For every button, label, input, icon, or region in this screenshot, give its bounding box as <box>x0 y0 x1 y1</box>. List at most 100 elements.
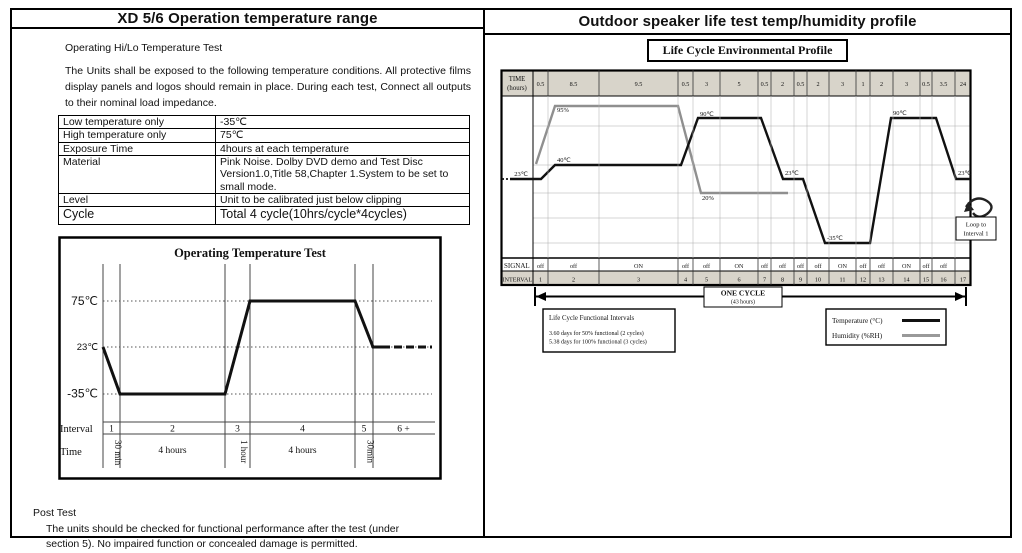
temperature-line <box>101 299 382 396</box>
left-chart-dynamic-labels: 1 30 min 2 4 hours 3 1 hour 4 4 hours 5 30min 6 + <box>109 425 410 466</box>
spec-row-label: Cycle <box>58 206 216 226</box>
y-tick-23: 23℃ <box>77 342 99 353</box>
spec-row: Cycle Total 4 cycle(10hrs/cycle*4cycles) <box>58 206 470 226</box>
spec-row-label: Exposure Time <box>58 141 216 156</box>
signal-cell: off <box>570 263 578 270</box>
spec-row-label: High temperature only <box>58 128 216 143</box>
interval-cell: 11 <box>840 277 846 284</box>
one-cycle-sub: (43 hours) <box>731 299 755 306</box>
time-cell: 3 <box>705 81 708 88</box>
left-panel: XD 5/6 Operation temperature range Opera… <box>12 10 485 550</box>
signal-cell: off <box>797 263 805 270</box>
temperature-point-label: 23℃ <box>785 170 800 177</box>
interval-cell: 1 <box>539 277 542 284</box>
time-cell: 0.5 <box>682 81 690 88</box>
time-cell: 24 <box>960 81 966 88</box>
signal-cell: off <box>537 263 545 270</box>
time-value-rotated: 30min <box>366 440 376 464</box>
interval-row-label: Interval <box>60 424 93 435</box>
one-cycle-label: ONE CYCLE <box>721 289 765 298</box>
post-test-text: The units should be checked for function… <box>46 523 400 551</box>
interval-cell: 9 <box>799 277 802 284</box>
spec-row-value: Pink Noise. Dolby DVD demo and Test Disc… <box>215 154 470 195</box>
temperature-line <box>510 116 970 245</box>
interval-cell: 8 <box>781 277 784 284</box>
interval-cell: 6 <box>737 277 740 284</box>
chart-border <box>500 69 972 287</box>
interval-cell: 15 <box>923 277 929 284</box>
signal-cell: off <box>922 263 930 270</box>
life-cycle-profile-title: Life Cycle Environmental Profile <box>646 39 849 62</box>
time-header-line1: TIME <box>509 76 526 83</box>
one-cycle-box <box>703 286 783 308</box>
interval-cell: 17 <box>960 277 966 284</box>
spec-row-label: Low temperature only <box>58 114 216 130</box>
time-value: 4 hours <box>288 446 317 456</box>
plot-gridlines <box>533 125 970 244</box>
loop-note-line1: Loop to <box>966 222 986 229</box>
interval-number: 6 + <box>397 425 409 435</box>
temperature-point-label: 90℃ <box>700 111 715 118</box>
operating-temperature-chart-wrap: Operating Temperature Test 75℃ 23℃ -35℃ <box>58 236 483 483</box>
spec-row: Level Unit to be calibrated just below cl… <box>58 193 470 208</box>
spec-row-label: Material <box>58 154 216 195</box>
time-value: 4 hours <box>158 446 187 456</box>
interval-cell: 12 <box>860 277 866 284</box>
interval-band <box>103 421 435 435</box>
signal-cell: off <box>878 263 886 270</box>
signal-cell: ON <box>838 263 847 270</box>
interval-number: 5 <box>362 425 367 435</box>
spec-row-label: Level <box>58 193 216 208</box>
time-cell: 3 <box>905 81 908 88</box>
signal-cell: off <box>682 263 690 270</box>
life-cycle-chart: TIME (hours) SIGNAL INTERVAL Loop to Int… <box>500 69 997 353</box>
spec-row-value: 4hours at each temperature <box>215 141 470 156</box>
time-row-label: Time <box>60 447 82 458</box>
time-header-line2: (hours) <box>507 85 527 92</box>
functional-box-line2: 5.38 days for 100% functional (3 cycles) <box>549 339 647 346</box>
interval-number: 1 <box>109 425 114 435</box>
spec-row: High temperature only 75℃ <box>58 128 470 143</box>
interval-number: 4 <box>300 425 305 435</box>
spec-row-value: 75℃ <box>215 128 470 143</box>
time-cell: 1 <box>861 81 864 88</box>
legend-humidity-label: Humidity (%RH) <box>832 332 883 340</box>
chart-title: Operating Temperature Test <box>174 246 327 260</box>
signal-row-label: SIGNAL <box>504 262 530 270</box>
time-cell: 0.5 <box>537 81 545 88</box>
temperature-point-label: 90℃ <box>893 110 908 117</box>
interval-cell: 4 <box>684 277 687 284</box>
time-cell: 2 <box>816 81 819 88</box>
signal-cell: off <box>761 263 769 270</box>
signal-cell: off <box>779 263 787 270</box>
interval-cell: 5 <box>705 277 708 284</box>
humidity-point-label: 95% <box>557 107 570 114</box>
time-cell: 2 <box>880 81 883 88</box>
time-cell: 3 <box>841 81 844 88</box>
temperature-point-label: 23℃ <box>958 170 973 177</box>
left-panel-body: Operating Hi/Lo Temperature Test The Uni… <box>12 29 483 553</box>
signal-cell: off <box>703 263 711 270</box>
y-tick-75: 75℃ <box>71 294 98 308</box>
spec-row-value: -35℃ <box>215 114 470 130</box>
loop-note-line2: Interval 1 <box>963 231 988 238</box>
table-lines <box>501 70 971 285</box>
time-cell: 2 <box>781 81 784 88</box>
interval-cell: 13 <box>878 277 884 284</box>
interval-number: 3 <box>235 425 240 435</box>
signal-cell: ON <box>735 263 744 270</box>
functional-box-title: Life Cycle Functional Intervals <box>549 315 634 322</box>
spec-row: Exposure Time 4hours at each temperature <box>58 141 470 156</box>
temperature-point-label: -35℃ <box>827 235 844 242</box>
time-value-rotated: 30 min <box>113 440 123 466</box>
post-test-label: Post Test <box>33 507 76 520</box>
right-chart-dynamic-labels: 0.5 off 1 8.5 off 2 9.5 ON 3 0.5 off 4 3 off 5 5 ON 6 0.5 o… <box>514 70 973 285</box>
interval-cell: 14 <box>903 277 909 284</box>
interval-row-label: INTERVAL <box>503 277 533 284</box>
interval-cell: 16 <box>940 277 946 284</box>
loop-arrow-icon <box>964 197 993 218</box>
signal-cell: off <box>814 263 822 270</box>
left-panel-title: XD 5/6 Operation temperature range <box>12 10 483 29</box>
operating-test-subtitle: Operating Hi/Lo Temperature Test <box>65 42 223 54</box>
time-cell: 0.5 <box>922 81 930 88</box>
